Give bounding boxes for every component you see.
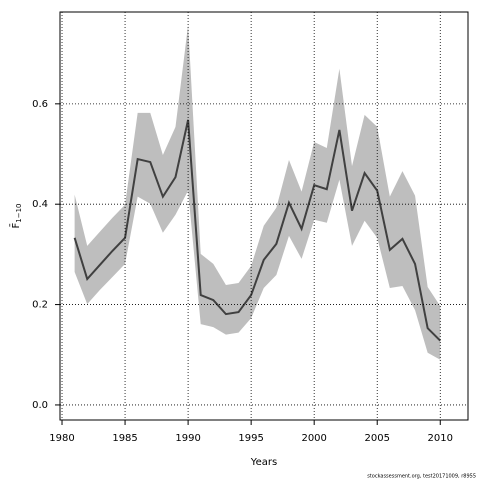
x-tick-label: 1980: [49, 433, 74, 444]
y-tick-label: 0.0: [32, 400, 48, 411]
x-axis-label: Years: [250, 457, 277, 468]
y-axis-label-sub: 1−10: [15, 204, 23, 223]
confidence-band: [74, 25, 441, 360]
x-tick-label: 1985: [112, 433, 137, 444]
y-tick-label: 0.4: [32, 199, 48, 210]
y-tick-label: 0.6: [32, 99, 48, 110]
footer: stockassessment.org, test20171009, r8955: [367, 474, 476, 480]
y-axis-label: F̄1−10: [9, 204, 23, 229]
line: [73, 119, 441, 342]
x-tick-label: 1995: [238, 433, 263, 444]
plot-frame: [59, 11, 469, 421]
x-tick-label: 1990: [175, 433, 200, 444]
x-tick-label: 2000: [301, 433, 326, 444]
y-axis-label-main: F̄: [9, 223, 22, 229]
x-tick-label: 2010: [428, 433, 453, 444]
y-tick-label: 0.2: [32, 300, 48, 311]
x-tick-label: 2005: [364, 433, 389, 444]
